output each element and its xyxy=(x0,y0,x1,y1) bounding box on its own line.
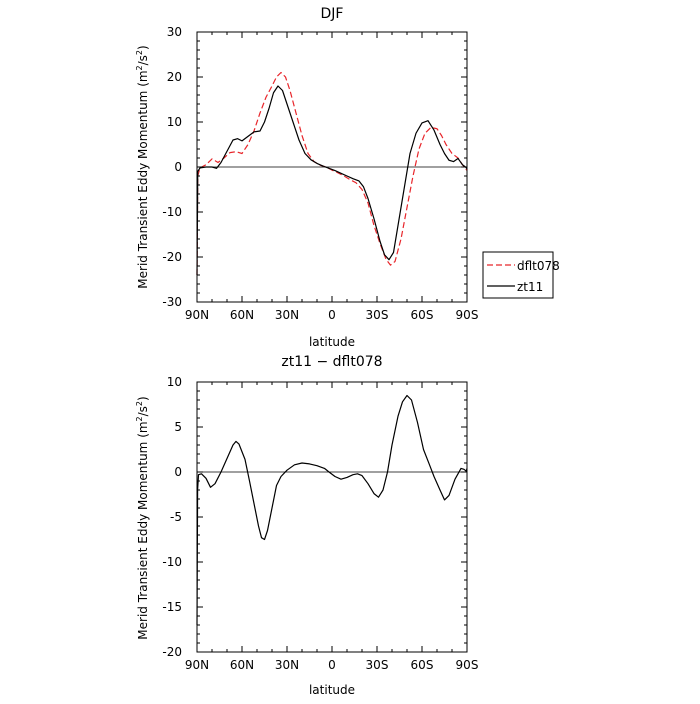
legend: dflt078 zt11 xyxy=(482,251,560,299)
panel-djf: DJF 90N 60N 30N 0 30S 60S 90S-30-20-100102030 … xyxy=(135,6,478,349)
x-tick-label: 30N xyxy=(275,658,299,672)
legend-label-zt11: zt11 xyxy=(517,280,543,294)
legend-box xyxy=(482,251,554,299)
x-tick-label: 60S xyxy=(411,658,434,672)
y-tick-label: -30 xyxy=(162,295,182,309)
x-tick-label: 90N xyxy=(185,658,209,672)
series-line-series-0 xyxy=(196,394,468,626)
y-tick-label: 0 xyxy=(174,465,182,479)
series-line-dflt078 xyxy=(196,71,468,276)
x-tick-label: 90S xyxy=(456,658,479,672)
legend-label-dflt078: dflt078 xyxy=(517,259,560,273)
plot-area: 90N 60N 30N 0 30S 60S 90S -20 -15 -10 -5 0 5 10 xyxy=(162,375,478,672)
y-tick-label: 0 xyxy=(174,160,182,174)
y-axis-title: Merid Transient Eddy Momentum (m2/s2) xyxy=(135,45,150,288)
x-tick-label: 30S xyxy=(366,658,389,672)
y-tick-label: -10 xyxy=(162,555,182,569)
x-tick-label: 90S xyxy=(456,308,479,322)
plot-frame xyxy=(196,381,468,653)
x-tick-label: 90N xyxy=(185,308,209,322)
x-tick-label: 30N xyxy=(275,308,299,322)
x-tick-label: 60S xyxy=(411,308,434,322)
x-tick-label: 0 xyxy=(328,308,336,322)
x-axis-title: latitude xyxy=(309,683,355,697)
x-tick-label: 60N xyxy=(230,308,254,322)
y-tick-label: -20 xyxy=(162,250,182,264)
y-tick-label: 5 xyxy=(174,420,182,434)
y-axis-title: Merid Transient Eddy Momentum (m2/s2) xyxy=(135,396,150,639)
panel-title: zt11 − dflt078 xyxy=(281,354,382,370)
y-tick-label: -10 xyxy=(162,205,182,219)
y-tick-label: 30 xyxy=(167,25,182,39)
y-tick-label: -20 xyxy=(162,645,182,659)
x-axis-title: latitude xyxy=(309,335,355,349)
x-tick-label: 0 xyxy=(328,658,336,672)
x-tick-label: 30S xyxy=(366,308,389,322)
panel-difference: zt11 − dflt078 90N 60N 30N 0 30S 60S 90S -20 -15… xyxy=(135,354,478,697)
y-tick-label: 10 xyxy=(167,375,182,389)
y-tick-label: 10 xyxy=(167,115,182,129)
series-line-zt11 xyxy=(196,85,468,276)
y-tick-label: -5 xyxy=(170,510,182,524)
panel-title: DJF xyxy=(321,6,344,22)
y-tick-label: -15 xyxy=(162,600,182,614)
x-tick-label: 60N xyxy=(230,658,254,672)
plot-area: 90N 60N 30N 0 30S 60S 90S -30 -20 -10 0 10 20 30 xyxy=(162,25,478,322)
y-tick-label: 20 xyxy=(167,70,182,84)
